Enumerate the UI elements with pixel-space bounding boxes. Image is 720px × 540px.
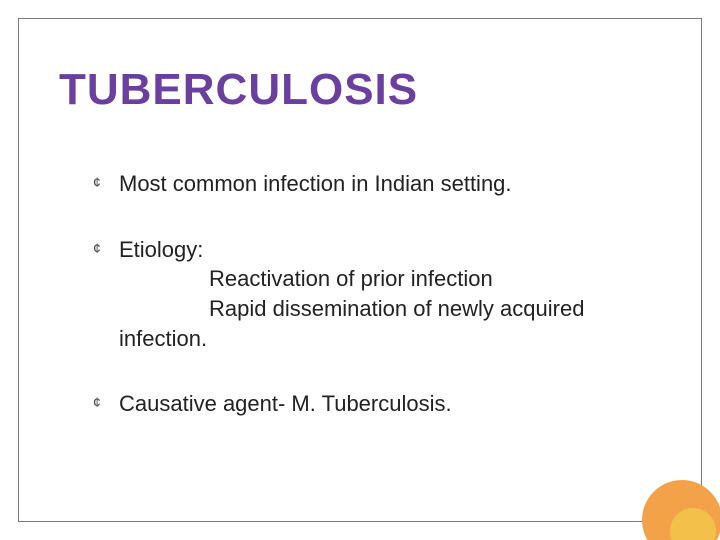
bullet-text: Most common infection in Indian setting. <box>119 169 641 199</box>
list-item: ¢ Causative agent- M. Tuberculosis. <box>93 389 641 419</box>
bullet-text: Etiology: Reactivation of prior infectio… <box>119 235 641 354</box>
slide-title: TUBERCULOSIS <box>59 65 418 115</box>
slide-frame: TUBERCULOSIS ¢ Most common infection in … <box>18 18 702 522</box>
bullet-icon: ¢ <box>93 389 119 415</box>
list-item: ¢ Most common infection in Indian settin… <box>93 169 641 199</box>
bullet-subline: Rapid dissemination of newly acquired <box>119 294 641 324</box>
bullet-icon: ¢ <box>93 169 119 195</box>
bullet-icon: ¢ <box>93 235 119 261</box>
bullet-lead: Etiology: <box>119 237 203 262</box>
bullet-wrap-tail: infection. <box>119 326 207 351</box>
bullet-subline: Reactivation of prior infection <box>119 264 641 294</box>
content-area: ¢ Most common infection in Indian settin… <box>93 169 641 419</box>
list-item: ¢ Etiology: Reactivation of prior infect… <box>93 235 641 354</box>
bullet-text: Causative agent- M. Tuberculosis. <box>119 389 641 419</box>
corner-decoration <box>630 468 702 540</box>
